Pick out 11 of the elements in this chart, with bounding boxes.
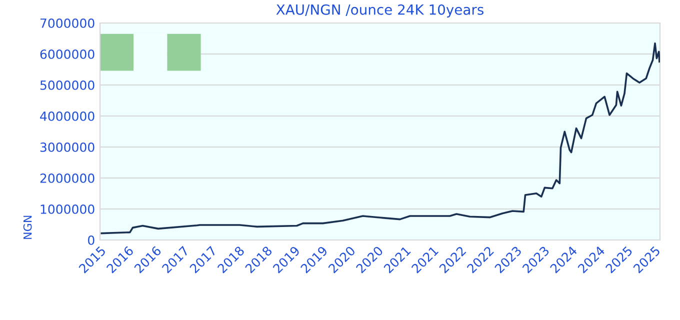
line-series xyxy=(100,42,660,234)
y-tick-label: 7000000 xyxy=(40,18,94,28)
y-tick-label: 1000000 xyxy=(40,204,94,214)
y-tick-label: 0 xyxy=(88,235,94,245)
y-tick-label: 5000000 xyxy=(40,80,94,90)
chart-title: XAU/NGN /ounce 24K 10years xyxy=(276,4,484,18)
y-tick-label: 3000000 xyxy=(40,142,94,152)
y-axis-title: NGN xyxy=(23,216,32,239)
y-tick-label: 2000000 xyxy=(40,173,94,183)
y-tick-label: 6000000 xyxy=(40,49,94,59)
y-tick-label: 4000000 xyxy=(40,111,94,121)
